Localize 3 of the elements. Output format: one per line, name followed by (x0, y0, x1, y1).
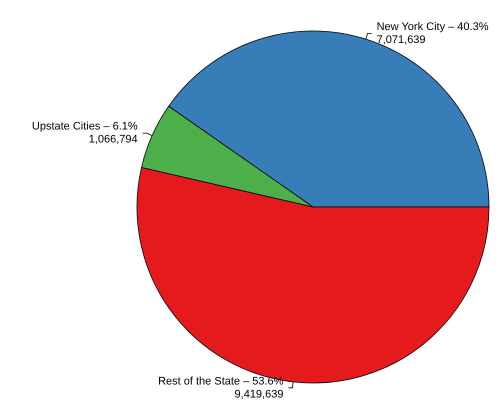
slice-label: Rest of the State – 53.6% 9,419,639 (158, 375, 284, 400)
slice-label: New York City – 40.3% 7,071,639 (376, 20, 489, 46)
slice-label: Upstate Cities – 6.1% 1,066,794 (32, 120, 138, 146)
